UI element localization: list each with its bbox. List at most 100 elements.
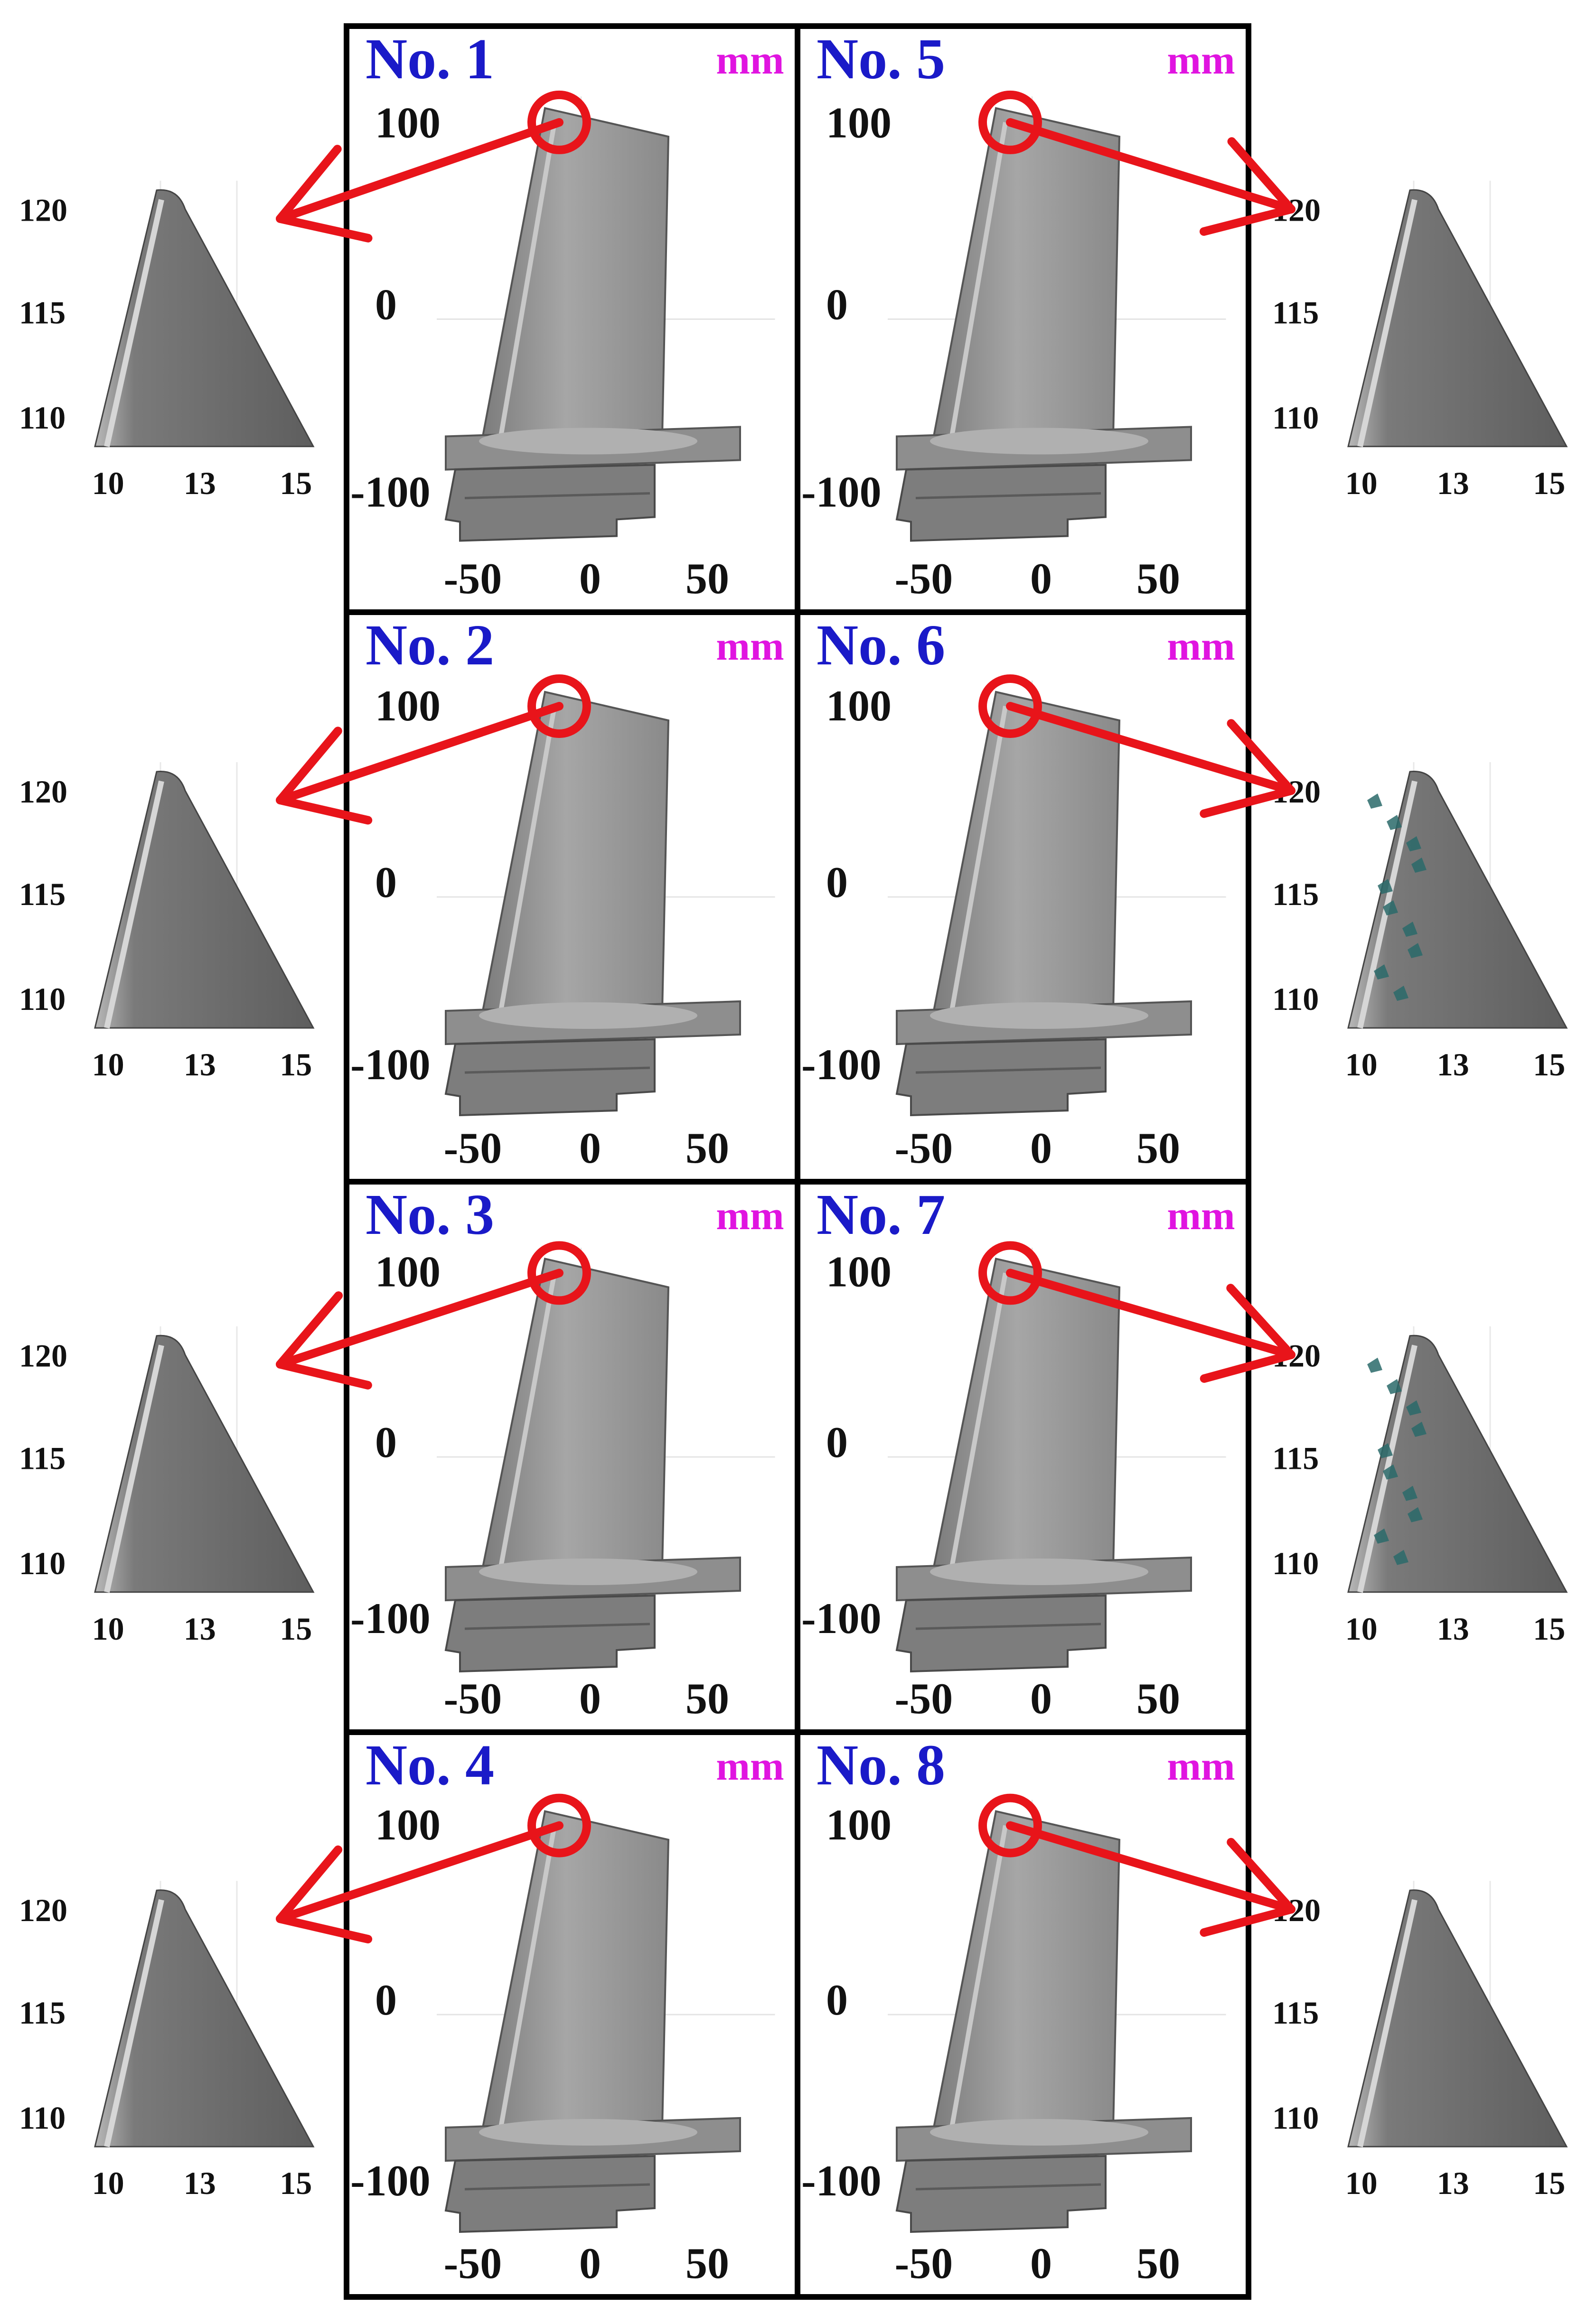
callout-arrow-line (1006, 702, 1296, 795)
zoom-x-tick-label: 13 (1437, 2165, 1469, 2201)
tip-highlight-circle (978, 674, 1042, 738)
blade-panel: No. 5 mm 100 0 -100 -50 0 50 (795, 23, 1251, 615)
zoom-y-tick-label: 115 (1272, 1440, 1319, 1476)
x-tick-label: 50 (685, 554, 729, 603)
blade-panel: No. 3 mm 100 0 -100 -50 0 50 (344, 1179, 800, 1735)
x-tick-label: -50 (444, 1674, 502, 1723)
zoom-x-tick-label: 10 (1345, 1611, 1378, 1647)
platform-fillet (930, 1559, 1148, 1585)
root-groove (464, 492, 650, 499)
zoom-x-tick-label: 15 (280, 1611, 312, 1647)
surface-defect-mark (1374, 964, 1389, 980)
zoom-y-tick-label: 115 (19, 1440, 66, 1476)
x-tick-label: -50 (895, 1674, 953, 1723)
x-tick-label: 50 (1136, 2239, 1180, 2287)
blade-root (444, 2155, 656, 2233)
blade-panel: No. 7 mm 100 0 -100 -50 0 50 (795, 1179, 1251, 1735)
tip-highlight-circle (527, 1793, 591, 1857)
y-tick-label: 0 (826, 858, 848, 906)
y-tick-label: 0 (826, 1418, 848, 1466)
callout-arrowhead (1200, 1284, 1296, 1383)
y-tick-label: 100 (375, 1247, 441, 1296)
x-tick-label: 50 (1136, 554, 1180, 603)
x-tick-label: -50 (444, 1124, 502, 1172)
blade-panel: No. 2 mm 100 0 -100 -50 0 50 (344, 609, 800, 1185)
blade-panel: No. 4 mm 100 0 -100 -50 0 50 (344, 1729, 800, 2300)
panel-title: No. 3 (366, 1183, 494, 1247)
x-tick-label: 50 (1136, 1124, 1180, 1172)
x-tick-label: 50 (685, 1124, 729, 1172)
zoom-x-tick-label: 10 (92, 1046, 124, 1083)
callout-arrowhead (1199, 137, 1296, 236)
blade-root (895, 464, 1107, 542)
tip-highlight-circle (527, 674, 591, 738)
y-tick-label: -100 (350, 2156, 431, 2205)
platform-fillet (479, 1002, 697, 1029)
tip-profile (1347, 771, 1568, 1029)
callout-arrow-line (1006, 1269, 1296, 1359)
y-tick-label: 100 (826, 1801, 892, 1849)
zoom-x-tick-label: 13 (184, 465, 216, 501)
zoom-x-tick-label: 15 (1533, 1611, 1565, 1647)
unit-label: mm (716, 623, 784, 669)
platform-fillet (479, 2119, 697, 2146)
zoom-x-tick-label: 10 (1345, 2165, 1378, 2201)
surface-defect-mark (1374, 1528, 1389, 1544)
root-groove (915, 1623, 1101, 1630)
zoom-y-tick-label: 110 (1272, 2100, 1319, 2136)
x-tick-label: 0 (1030, 554, 1052, 603)
callout-arrow-line (276, 702, 563, 804)
platform-fillet (930, 428, 1148, 455)
blade-root (895, 1594, 1107, 1673)
y-tick-label: 100 (375, 99, 441, 147)
y-tick-label: 100 (826, 1247, 892, 1296)
callout-arrowhead (1200, 719, 1296, 818)
y-tick-label: -100 (801, 1594, 882, 1643)
zoom-y-tick-label: 110 (19, 981, 66, 1017)
blade-edge-highlight (949, 706, 1008, 1011)
tip-highlight-circle (978, 1241, 1042, 1305)
panel-title: No. 7 (817, 1183, 945, 1247)
panel-title: No. 5 (817, 27, 945, 91)
y-tick-label: -100 (801, 1040, 882, 1089)
root-groove (464, 1623, 650, 1630)
platform-fillet (930, 2119, 1148, 2146)
zoom-x-tick-label: 10 (92, 1611, 124, 1647)
x-tick-label: 0 (579, 1124, 601, 1172)
blade-edge-highlight (498, 706, 557, 1011)
tip-profile (94, 771, 315, 1029)
blade-edge-highlight (498, 1272, 557, 1568)
surface-defect-mark (1387, 815, 1402, 830)
surface-defect-mark (1387, 1379, 1402, 1394)
x-tick-label: -50 (895, 1124, 953, 1172)
unit-label: mm (1167, 37, 1235, 83)
x-tick-label: 0 (579, 2239, 601, 2287)
blade-root (444, 1594, 656, 1673)
callout-arrowhead (276, 1291, 372, 1390)
root-groove (915, 1066, 1101, 1074)
blade-edge-highlight (949, 1825, 1008, 2128)
root-groove (915, 2183, 1101, 2191)
zoom-x-tick-label: 13 (1437, 1611, 1469, 1647)
y-tick-label: -100 (801, 468, 882, 516)
tip-profile (1347, 1889, 1568, 2147)
callout-arrowhead (276, 727, 373, 825)
root-groove (464, 1066, 650, 1074)
zoom-x-tick-label: 15 (280, 2165, 312, 2201)
surface-defect-mark (1402, 922, 1418, 937)
zoom-x-tick-label: 15 (1533, 1046, 1565, 1083)
surface-defect-mark (1383, 900, 1398, 915)
zoom-x-tick-label: 10 (1345, 465, 1378, 501)
unit-label: mm (716, 1743, 784, 1789)
zoom-y-tick-label: 115 (1272, 876, 1319, 912)
unit-label: mm (716, 1193, 784, 1238)
tip-edge-highlight (1357, 199, 1418, 448)
platform-fillet (479, 428, 697, 455)
callout-arrowhead (276, 1845, 373, 1944)
